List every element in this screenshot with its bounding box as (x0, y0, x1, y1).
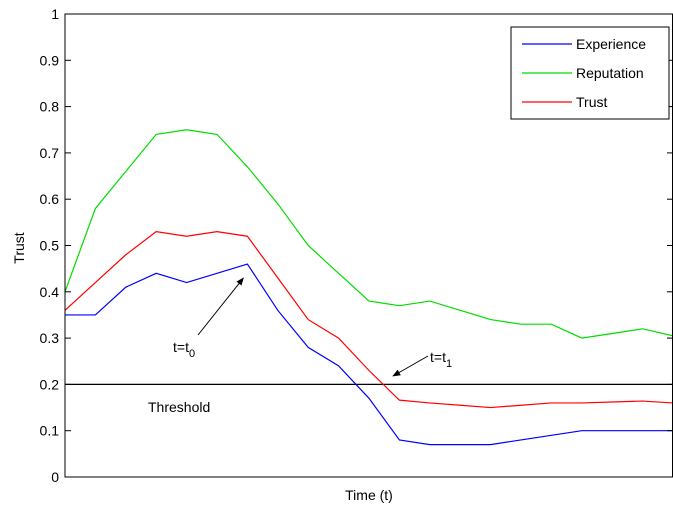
y-tick-label: 0.3 (40, 330, 60, 346)
y-tick-label: 0 (51, 469, 59, 485)
y-tick-label: 0.4 (40, 284, 60, 300)
annotation-arrow-t1 (392, 355, 429, 377)
legend-label: Trust (576, 94, 607, 110)
y-tick-label: 1 (51, 6, 59, 22)
y-tick-label: 0.1 (40, 423, 60, 439)
y-tick-label: 0.2 (40, 376, 60, 392)
annotation-label-t0: t=t0 (173, 339, 195, 360)
y-tick-label: 0.7 (40, 145, 60, 161)
threshold-label: Threshold (148, 399, 210, 415)
y-tick-label: 0.5 (40, 238, 60, 254)
y-tick-label: 0.9 (40, 52, 60, 68)
annotation-arrow-t0 (197, 277, 244, 336)
annotation-label-t1: t=t1 (430, 349, 452, 370)
legend-label: Reputation (576, 65, 644, 81)
x-axis-label: Time (t) (345, 487, 393, 503)
series-line-reputation (64, 129, 673, 339)
y-tick-label: 0.6 (40, 191, 60, 207)
legend-label: Experience (576, 36, 646, 52)
series-line-experience (65, 263, 673, 446)
y-tick-label: 0.8 (40, 99, 60, 115)
series-line-trust (64, 230, 673, 409)
y-axis-label: Trust (11, 232, 27, 263)
